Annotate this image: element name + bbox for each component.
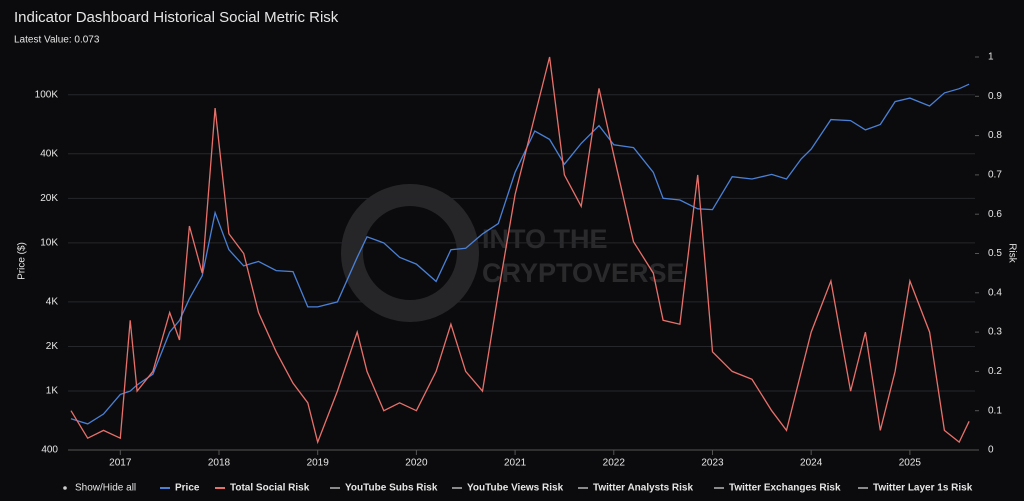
watermark-logo <box>341 184 479 322</box>
show-hide-all[interactable]: Show/Hide all <box>75 483 136 494</box>
watermark-text: INTO THE <box>482 224 608 254</box>
x-tick-label: 2020 <box>405 458 428 469</box>
watermark-text: CRYPTOVERSE <box>482 258 685 288</box>
y2-tick-label: 0.1 <box>988 405 1002 416</box>
legend-label[interactable]: Price <box>175 483 200 494</box>
y2-tick-label: 0.7 <box>988 170 1002 181</box>
y-tick-label: 4K <box>46 297 59 308</box>
y-tick-label: 20K <box>40 193 58 204</box>
x-tick-label: 2023 <box>701 458 724 469</box>
y2-tick-label: 0.4 <box>988 287 1002 298</box>
y-tick-label: 100K <box>35 89 59 100</box>
chart-title: Indicator Dashboard Historical Social Me… <box>14 9 339 26</box>
chart-subtitle: Latest Value: 0.073 <box>14 35 100 46</box>
y-tick-label: 2K <box>46 341 59 352</box>
legend-bullet <box>63 486 67 490</box>
x-tick-label: 2019 <box>307 458 330 469</box>
x-tick-label: 2021 <box>504 458 527 469</box>
y2-tick-label: 0.5 <box>988 248 1002 259</box>
y2-tick-label: 0.8 <box>988 130 1002 141</box>
y2-tick-label: 0.2 <box>988 366 1002 377</box>
y2-tick-label: 0 <box>988 445 994 456</box>
y2-axis-label: Risk <box>1006 243 1017 263</box>
series-line <box>70 83 970 425</box>
series-line <box>70 56 970 445</box>
legend-label[interactable]: Total Social Risk <box>230 483 310 494</box>
y-axis-label: Price ($) <box>17 242 28 280</box>
legend-label[interactable]: Twitter Layer 1s Risk <box>873 483 973 494</box>
y-tick-label: 400 <box>41 445 58 456</box>
y2-tick-label: 0.6 <box>988 209 1002 220</box>
y2-tick-label: 1 <box>988 52 994 63</box>
x-tick-label: 2017 <box>109 458 132 469</box>
watermark: INTO THE CRYPTOVERSE <box>341 184 685 322</box>
x-tick-label: 2018 <box>208 458 231 469</box>
y2-tick-label: 0.3 <box>988 327 1002 338</box>
legend-label[interactable]: Twitter Exchanges Risk <box>729 483 841 494</box>
legend-label[interactable]: YouTube Subs Risk <box>345 483 438 494</box>
x-tick-label: 2022 <box>603 458 626 469</box>
y-tick-label: 40K <box>40 148 58 159</box>
legend-label[interactable]: YouTube Views Risk <box>467 483 564 494</box>
x-tick-label: 2025 <box>899 458 922 469</box>
y-tick-label: 1K <box>46 386 59 397</box>
y-tick-label: 10K <box>40 238 58 249</box>
y2-tick-label: 0.9 <box>988 91 1002 102</box>
legend-label[interactable]: Twitter Analysts Risk <box>593 483 693 494</box>
x-tick-label: 2024 <box>800 458 823 469</box>
